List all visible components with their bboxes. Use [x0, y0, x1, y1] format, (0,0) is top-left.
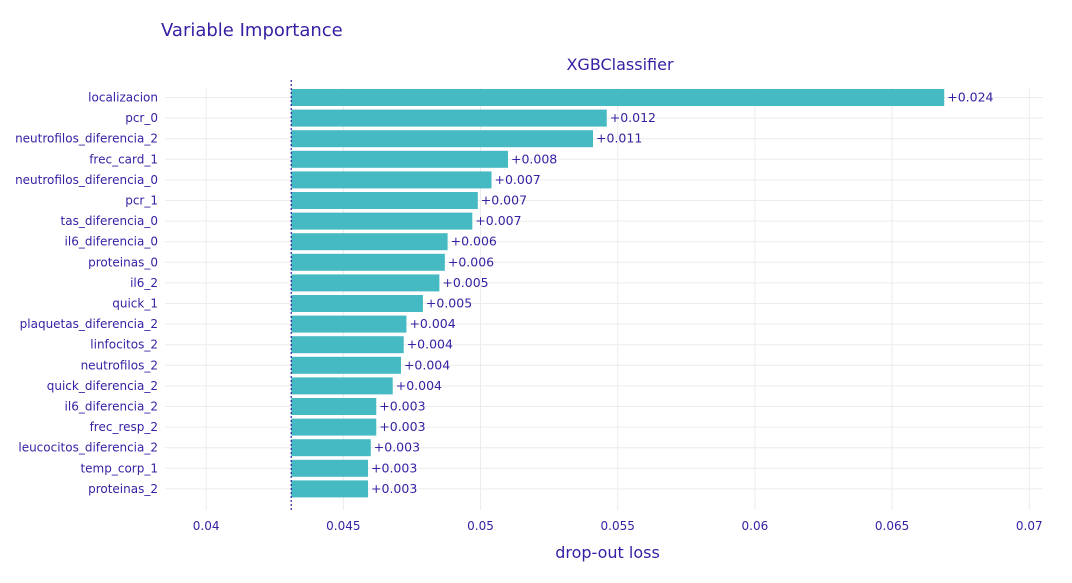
chart-subtitle: XGBClassifier	[566, 55, 674, 74]
bar	[291, 418, 377, 436]
bar	[291, 233, 448, 251]
bar	[291, 459, 369, 477]
y-tick-label: frec_resp_2	[90, 420, 158, 434]
y-tick-label: pcr_1	[125, 194, 158, 208]
y-tick-label: il6_diferencia_2	[65, 400, 158, 414]
bar-value-label: +0.007	[475, 213, 521, 228]
bar	[291, 274, 440, 292]
bar-value-label: +0.004	[407, 337, 453, 352]
x-tick-label: 0.045	[326, 519, 360, 533]
y-tick-label: localizacion	[88, 91, 158, 105]
bar-value-label: +0.005	[442, 275, 488, 290]
bar	[291, 356, 401, 374]
bar	[291, 439, 371, 457]
bar	[291, 130, 594, 148]
y-tick-label: il6_2	[130, 276, 158, 290]
bar	[291, 192, 478, 209]
bar	[291, 171, 492, 189]
bar-value-label: +0.004	[396, 378, 442, 393]
y-tick-label: temp_corp_1	[80, 461, 158, 475]
bar-value-label: +0.003	[379, 419, 425, 434]
y-tick-label: plaquetas_diferencia_2	[20, 317, 158, 331]
bar-value-label: +0.004	[409, 316, 455, 331]
y-tick-label: neutrofilos_2	[81, 358, 158, 372]
bar	[291, 315, 407, 333]
bar	[291, 377, 393, 395]
bar-value-label: +0.003	[374, 440, 420, 455]
x-tick-label: 0.065	[875, 519, 909, 533]
bar-value-label: +0.003	[371, 481, 417, 496]
bar-value-label: +0.006	[451, 234, 497, 249]
bar-value-label: +0.003	[371, 460, 417, 475]
bar	[291, 150, 508, 168]
bar	[291, 295, 423, 312]
bar-value-label: +0.024	[947, 90, 993, 105]
y-tick-label: tas_diferencia_0	[61, 214, 158, 228]
x-tick-label: 0.06	[742, 519, 769, 533]
x-tick-label: 0.07	[1016, 519, 1043, 533]
bar-value-label: +0.007	[481, 193, 527, 208]
x-tick-label: 0.055	[601, 519, 635, 533]
x-tick-label: 0.05	[467, 519, 494, 533]
bar	[291, 212, 473, 230]
x-axis-label: drop-out loss	[555, 543, 660, 562]
bar-value-label: +0.005	[426, 296, 472, 311]
chart-title: Variable Importance	[161, 20, 343, 41]
y-tick-label: quick_diferencia_2	[47, 379, 158, 393]
y-tick-label: linfocitos_2	[90, 338, 158, 352]
y-tick-label: frec_card_1	[89, 152, 158, 166]
bar	[291, 480, 369, 498]
y-tick-label: neutrofilos_diferencia_2	[15, 132, 158, 146]
y-tick-label: neutrofilos_diferencia_0	[15, 173, 158, 187]
bar-value-label: +0.006	[448, 254, 494, 269]
bar-value-label: +0.003	[379, 399, 425, 414]
y-tick-label: leucocitos_diferencia_2	[18, 441, 158, 455]
y-tick-label: proteinas_0	[88, 255, 158, 269]
bar-value-label: +0.004	[404, 357, 450, 372]
bar	[291, 336, 404, 354]
y-tick-label: pcr_0	[125, 111, 158, 125]
y-tick-label: il6_diferencia_0	[65, 235, 158, 249]
bar	[291, 398, 377, 415]
x-tick-label: 0.04	[193, 519, 220, 533]
bar	[291, 253, 445, 271]
bar-value-label: +0.012	[610, 110, 656, 125]
bar	[291, 89, 945, 106]
bar-value-label: +0.011	[596, 131, 642, 146]
y-tick-label: quick_1	[112, 297, 158, 311]
bar-value-label: +0.008	[511, 151, 557, 166]
bar-value-label: +0.007	[495, 172, 541, 187]
y-tick-label: proteinas_2	[88, 482, 158, 496]
bar	[291, 109, 607, 127]
